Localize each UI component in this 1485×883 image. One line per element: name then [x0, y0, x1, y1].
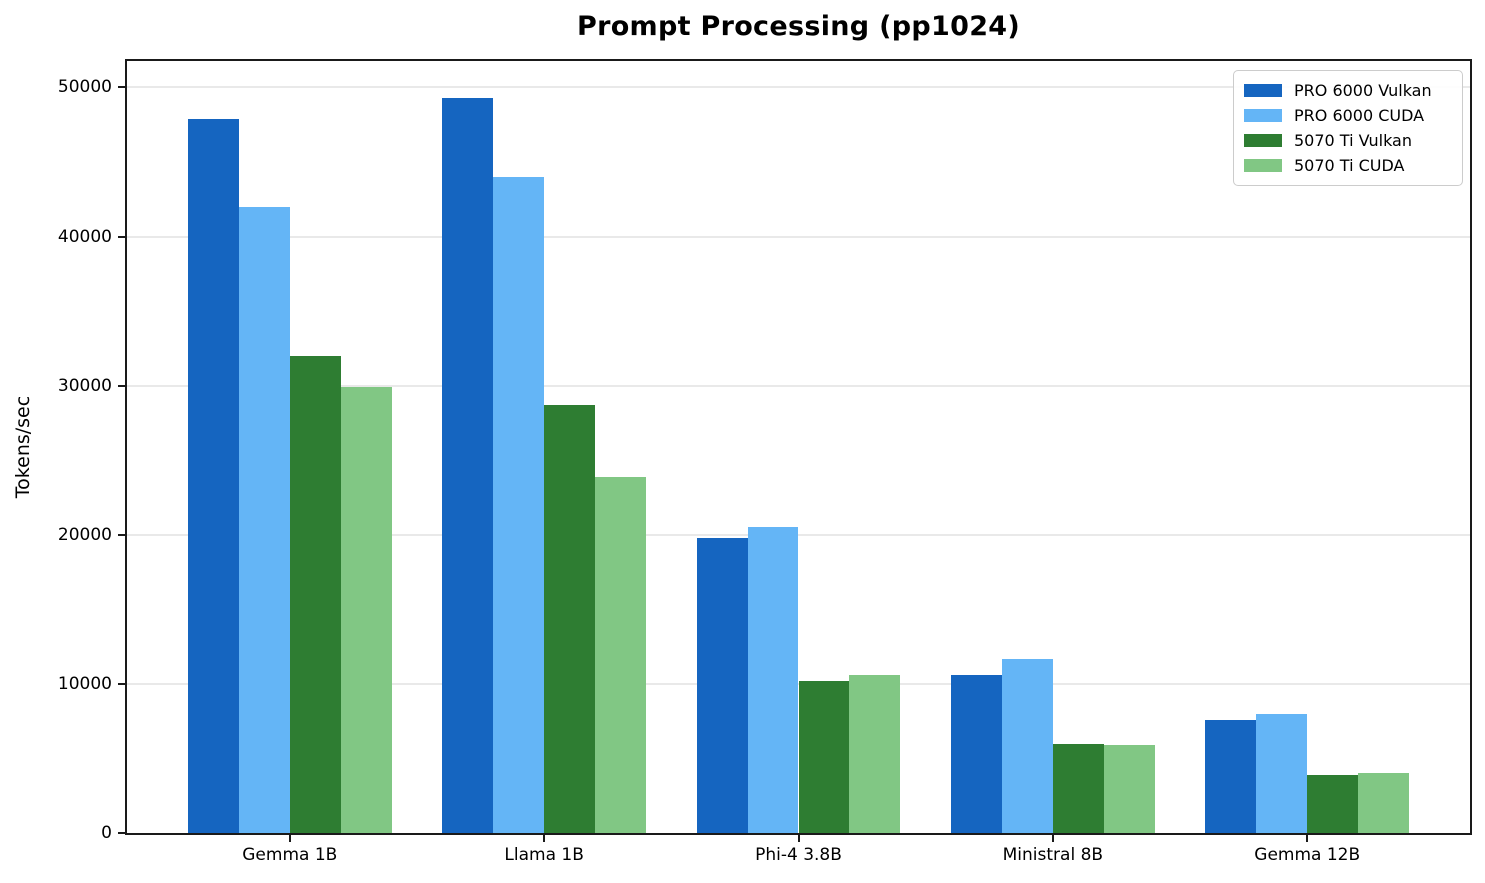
- legend-item: 5070 Ti CUDA: [1234, 153, 1462, 178]
- x-tick-mark: [1051, 835, 1054, 842]
- legend-item: 5070 Ti Vulkan: [1234, 128, 1462, 153]
- bar-ministral-8b-0: [951, 674, 1002, 833]
- x-category-label: Llama 1B: [504, 845, 584, 865]
- x-tick-mark: [288, 835, 291, 842]
- legend-swatch: [1244, 159, 1282, 172]
- y-tick-label: 50000: [57, 77, 112, 98]
- bar-gemma-1b-0: [188, 118, 239, 833]
- x-category-label: Gemma 12B: [1254, 845, 1361, 865]
- bar-llama-1b-0: [442, 97, 494, 833]
- legend-item: PRO 6000 Vulkan: [1234, 78, 1462, 103]
- y-tick-mark: [118, 384, 125, 387]
- x-category-label: Gemma 1B: [242, 845, 338, 865]
- bar-ministral-8b-2: [1052, 743, 1104, 833]
- legend-label: 5070 Ti CUDA: [1294, 155, 1405, 175]
- legend-label: PRO 6000 CUDA: [1294, 105, 1425, 125]
- bar-phi-4-3-8b-2: [798, 680, 850, 833]
- bar-gemma-1b-1: [238, 206, 290, 833]
- y-tick-label: 30000: [57, 375, 112, 396]
- y-tick-mark: [118, 86, 125, 89]
- bar-gemma-12b-2: [1307, 774, 1359, 833]
- bar-llama-1b-3: [595, 476, 646, 833]
- bar-phi-4-3-8b-0: [696, 537, 748, 833]
- legend-swatch: [1244, 134, 1282, 147]
- bar-gemma-1b-3: [340, 387, 392, 833]
- y-tick-label: 10000: [57, 673, 112, 694]
- x-category-label: Phi-4 3.8B: [755, 845, 842, 865]
- y-tick-label: 40000: [57, 226, 112, 247]
- x-category-label: Ministral 8B: [1002, 845, 1104, 865]
- gridline-40000: [127, 235, 1470, 238]
- bar-llama-1b-1: [493, 176, 545, 833]
- legend-item: PRO 6000 CUDA: [1234, 103, 1462, 128]
- x-tick-mark: [797, 835, 800, 842]
- bar-phi-4-3-8b-3: [849, 674, 901, 833]
- legend-label: 5070 Ti Vulkan: [1294, 130, 1412, 150]
- bar-gemma-12b-1: [1256, 713, 1308, 833]
- legend-label: PRO 6000 Vulkan: [1294, 80, 1432, 100]
- y-tick-mark: [118, 533, 125, 536]
- bar-phi-4-3-8b-1: [747, 527, 799, 833]
- chart-title: Prompt Processing (pp1024): [576, 11, 1021, 42]
- bar-ministral-8b-1: [1001, 658, 1053, 833]
- bar-gemma-12b-3: [1358, 773, 1409, 833]
- bar-gemma-1b-2: [289, 355, 341, 833]
- y-tick-mark: [118, 832, 125, 834]
- bar-llama-1b-2: [544, 405, 595, 833]
- gridline-20000: [127, 533, 1470, 536]
- legend-swatch: [1244, 84, 1282, 97]
- x-tick-mark: [543, 835, 546, 842]
- y-tick-label: 20000: [57, 524, 112, 545]
- legend-swatch: [1244, 109, 1282, 122]
- plot-area: [125, 59, 1472, 835]
- bar-ministral-8b-3: [1103, 745, 1155, 833]
- y-axis-label: Tokens/sec: [12, 395, 34, 499]
- y-tick-mark: [118, 235, 125, 238]
- y-tick-mark: [118, 682, 125, 685]
- bar-gemma-12b-0: [1205, 719, 1257, 833]
- y-tick-label: 0: [101, 823, 112, 843]
- legend: PRO 6000 Vulkan PRO 6000 CUDA 5070 Ti Vulk…: [1233, 70, 1463, 186]
- gridline-30000: [127, 384, 1470, 387]
- x-tick-mark: [1306, 835, 1309, 842]
- gridline-50000: [127, 86, 1470, 89]
